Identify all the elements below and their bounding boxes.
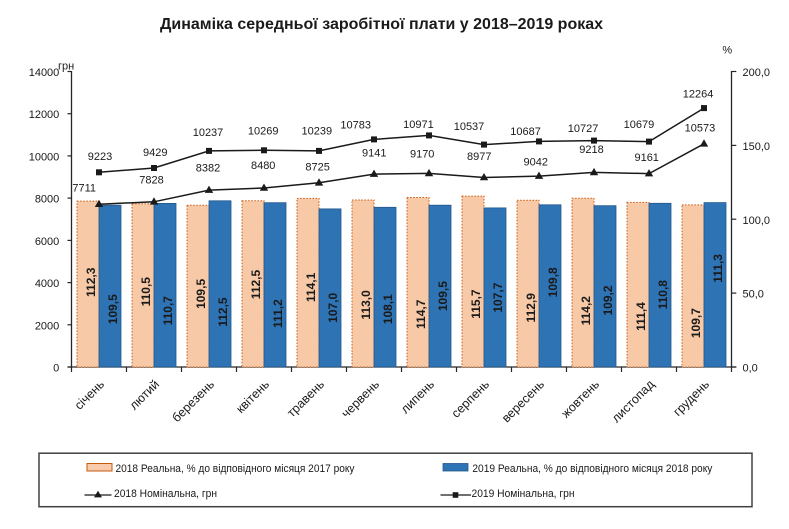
svg-text:10269: 10269	[248, 125, 279, 137]
svg-text:2018 Номінальна, грн: 2018 Номінальна, грн	[114, 488, 217, 500]
svg-text:Динаміка середньої заробітної: Динаміка середньої заробітної плати у 20…	[160, 16, 603, 33]
svg-text:9429: 9429	[143, 147, 167, 159]
svg-text:квітень: квітень	[233, 377, 272, 416]
svg-text:12000: 12000	[29, 109, 60, 121]
svg-text:109,2: 109,2	[601, 285, 615, 315]
svg-text:0: 0	[53, 363, 59, 375]
svg-text:10237: 10237	[193, 127, 224, 139]
svg-text:12264: 12264	[683, 88, 714, 100]
svg-text:червень: червень	[339, 377, 382, 420]
svg-text:10573: 10573	[685, 122, 716, 134]
svg-text:листопад: листопад	[609, 377, 658, 426]
svg-text:9161: 9161	[634, 152, 658, 164]
svg-text:8977: 8977	[467, 151, 491, 163]
svg-text:111,4: 111,4	[634, 302, 648, 331]
svg-text:січень: січень	[72, 377, 107, 412]
svg-text:вересень: вересень	[499, 377, 547, 425]
svg-text:2000: 2000	[35, 320, 59, 332]
svg-text:150,0: 150,0	[743, 141, 771, 153]
svg-text:109,7: 109,7	[689, 308, 703, 338]
svg-text:110,8: 110,8	[656, 280, 670, 310]
svg-text:109,5: 109,5	[436, 281, 450, 311]
svg-text:110,7: 110,7	[161, 296, 175, 326]
svg-text:107,0: 107,0	[326, 292, 340, 322]
svg-text:200,0: 200,0	[743, 67, 771, 79]
svg-text:серпень: серпень	[449, 377, 492, 420]
svg-text:8725: 8725	[305, 162, 329, 174]
svg-text:109,5: 109,5	[194, 279, 208, 309]
svg-text:9170: 9170	[410, 149, 434, 161]
svg-text:112,5: 112,5	[249, 269, 263, 299]
svg-text:10971: 10971	[403, 119, 434, 131]
svg-text:10727: 10727	[568, 123, 599, 135]
svg-text:100,0: 100,0	[743, 215, 771, 227]
svg-text:грудень: грудень	[670, 377, 712, 419]
svg-text:10239: 10239	[302, 125, 333, 137]
svg-text:112,3: 112,3	[84, 267, 98, 297]
svg-text:50,0: 50,0	[743, 289, 764, 301]
svg-text:7828: 7828	[139, 175, 163, 187]
svg-text:2019 Реальна, % до відповідног: 2019 Реальна, % до відповідного місяця 2…	[472, 463, 712, 475]
svg-text:7711: 7711	[72, 182, 96, 194]
svg-text:115,7: 115,7	[469, 289, 483, 319]
svg-text:110,5: 110,5	[139, 277, 153, 307]
svg-text:113,0: 113,0	[359, 290, 373, 320]
svg-text:2019 Номінальна, грн: 2019 Номінальна, грн	[472, 488, 575, 500]
svg-text:9223: 9223	[88, 151, 112, 163]
svg-text:8382: 8382	[196, 162, 220, 174]
svg-text:14000: 14000	[29, 67, 60, 79]
svg-text:109,5: 109,5	[106, 294, 120, 324]
svg-text:6000: 6000	[35, 236, 59, 248]
svg-text:0,0: 0,0	[743, 363, 758, 375]
svg-text:112,5: 112,5	[216, 297, 230, 327]
svg-text:111,3: 111,3	[711, 254, 725, 283]
svg-text:березень: березень	[169, 377, 217, 425]
svg-text:9141: 9141	[362, 148, 386, 160]
svg-text:лютий: лютий	[127, 377, 162, 412]
svg-text:9218: 9218	[579, 144, 603, 156]
svg-text:10000: 10000	[29, 151, 60, 163]
svg-text:114,1: 114,1	[304, 272, 318, 302]
svg-text:%: %	[722, 45, 732, 57]
svg-text:112,9: 112,9	[524, 293, 538, 323]
svg-text:10679: 10679	[624, 119, 655, 131]
svg-text:грн: грн	[58, 61, 74, 73]
svg-text:8480: 8480	[251, 160, 275, 172]
svg-text:114,2: 114,2	[579, 296, 593, 326]
svg-text:114,7: 114,7	[414, 299, 428, 329]
svg-text:2018 Реальна, % до відповідног: 2018 Реальна, % до відповідного місяця 2…	[116, 463, 355, 475]
svg-text:10687: 10687	[510, 126, 541, 138]
svg-text:липень: липень	[398, 377, 437, 416]
svg-text:травень: травень	[284, 377, 327, 420]
svg-text:108,1: 108,1	[381, 294, 395, 324]
svg-text:107,7: 107,7	[491, 282, 505, 312]
svg-text:10783: 10783	[340, 120, 371, 132]
svg-text:8000: 8000	[35, 194, 59, 206]
svg-text:10537: 10537	[454, 121, 485, 133]
svg-text:жовтень: жовтень	[559, 377, 603, 421]
svg-text:111,2: 111,2	[271, 299, 285, 328]
svg-text:9042: 9042	[524, 157, 548, 169]
svg-text:109,8: 109,8	[546, 267, 560, 297]
svg-text:4000: 4000	[35, 278, 59, 290]
